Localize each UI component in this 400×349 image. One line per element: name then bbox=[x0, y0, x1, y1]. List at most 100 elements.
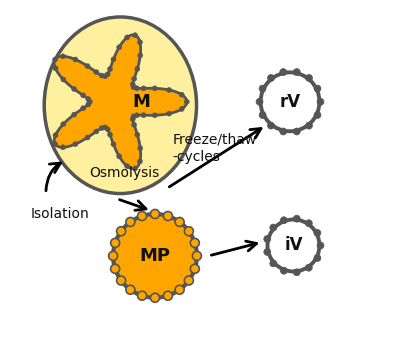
Circle shape bbox=[280, 69, 287, 75]
Circle shape bbox=[317, 98, 324, 105]
Text: Osmolysis: Osmolysis bbox=[89, 166, 160, 180]
Circle shape bbox=[102, 125, 108, 130]
Circle shape bbox=[314, 254, 321, 261]
Circle shape bbox=[264, 216, 323, 275]
Text: iV: iV bbox=[284, 237, 303, 254]
Circle shape bbox=[293, 69, 300, 75]
Circle shape bbox=[134, 86, 139, 91]
Circle shape bbox=[72, 87, 77, 91]
Circle shape bbox=[53, 57, 58, 62]
Circle shape bbox=[130, 117, 135, 122]
Circle shape bbox=[102, 74, 108, 79]
Circle shape bbox=[314, 112, 321, 118]
Circle shape bbox=[87, 99, 92, 104]
Circle shape bbox=[132, 122, 137, 127]
Circle shape bbox=[152, 86, 157, 91]
Circle shape bbox=[111, 212, 199, 300]
Circle shape bbox=[94, 129, 99, 134]
Circle shape bbox=[268, 220, 320, 272]
Circle shape bbox=[314, 85, 321, 92]
Circle shape bbox=[132, 76, 137, 81]
Circle shape bbox=[306, 74, 312, 81]
Circle shape bbox=[135, 132, 140, 137]
Circle shape bbox=[53, 142, 58, 147]
Circle shape bbox=[116, 276, 126, 285]
Circle shape bbox=[108, 251, 118, 260]
Text: Freeze/thaw
-cycles: Freeze/thaw -cycles bbox=[172, 133, 256, 164]
Circle shape bbox=[293, 128, 300, 135]
Circle shape bbox=[192, 251, 201, 260]
Text: MP: MP bbox=[140, 247, 170, 265]
Circle shape bbox=[138, 146, 143, 151]
Circle shape bbox=[105, 72, 110, 77]
Polygon shape bbox=[54, 35, 187, 169]
Circle shape bbox=[175, 217, 184, 227]
Text: Isolation: Isolation bbox=[30, 207, 89, 221]
Circle shape bbox=[94, 69, 99, 75]
Circle shape bbox=[257, 69, 323, 135]
Circle shape bbox=[117, 154, 122, 159]
Circle shape bbox=[124, 164, 130, 169]
Circle shape bbox=[280, 128, 287, 135]
Circle shape bbox=[130, 82, 135, 87]
Circle shape bbox=[164, 291, 172, 300]
Circle shape bbox=[305, 264, 312, 271]
Circle shape bbox=[99, 126, 104, 131]
Circle shape bbox=[126, 217, 135, 227]
Circle shape bbox=[184, 227, 193, 236]
Circle shape bbox=[108, 132, 112, 137]
Text: M: M bbox=[132, 93, 150, 111]
Circle shape bbox=[264, 236, 271, 243]
Circle shape bbox=[138, 291, 146, 300]
Circle shape bbox=[306, 122, 312, 129]
Circle shape bbox=[111, 264, 120, 273]
Circle shape bbox=[115, 216, 195, 296]
Circle shape bbox=[280, 217, 287, 224]
Circle shape bbox=[86, 102, 91, 107]
Circle shape bbox=[105, 127, 110, 132]
Circle shape bbox=[270, 260, 277, 267]
Circle shape bbox=[190, 238, 199, 247]
Circle shape bbox=[132, 166, 138, 171]
Circle shape bbox=[126, 285, 135, 294]
Circle shape bbox=[131, 84, 136, 90]
Circle shape bbox=[179, 106, 184, 112]
Circle shape bbox=[152, 113, 157, 118]
Circle shape bbox=[61, 121, 66, 127]
Circle shape bbox=[117, 45, 122, 50]
Circle shape bbox=[124, 35, 130, 40]
Circle shape bbox=[166, 87, 172, 92]
Circle shape bbox=[305, 220, 312, 227]
Circle shape bbox=[53, 133, 58, 138]
Circle shape bbox=[81, 106, 86, 111]
Circle shape bbox=[141, 86, 146, 91]
Circle shape bbox=[314, 229, 321, 236]
Circle shape bbox=[81, 93, 86, 98]
Circle shape bbox=[60, 145, 66, 150]
Circle shape bbox=[134, 113, 139, 118]
Circle shape bbox=[264, 248, 271, 255]
Circle shape bbox=[85, 135, 90, 140]
Circle shape bbox=[184, 276, 193, 285]
Circle shape bbox=[270, 224, 277, 231]
Text: rV: rV bbox=[280, 93, 300, 111]
Circle shape bbox=[259, 112, 266, 118]
Circle shape bbox=[111, 142, 116, 147]
Circle shape bbox=[131, 114, 136, 119]
Circle shape bbox=[280, 267, 287, 274]
Circle shape bbox=[164, 211, 172, 221]
Circle shape bbox=[60, 54, 66, 59]
Circle shape bbox=[111, 238, 120, 247]
Circle shape bbox=[53, 66, 58, 71]
Circle shape bbox=[259, 85, 266, 92]
Circle shape bbox=[111, 57, 116, 62]
Circle shape bbox=[317, 242, 324, 249]
Circle shape bbox=[116, 227, 126, 236]
Circle shape bbox=[184, 99, 189, 104]
Circle shape bbox=[138, 159, 142, 164]
Circle shape bbox=[61, 77, 66, 82]
Circle shape bbox=[99, 73, 104, 78]
Circle shape bbox=[135, 66, 140, 72]
Circle shape bbox=[72, 112, 77, 117]
Circle shape bbox=[150, 293, 160, 302]
